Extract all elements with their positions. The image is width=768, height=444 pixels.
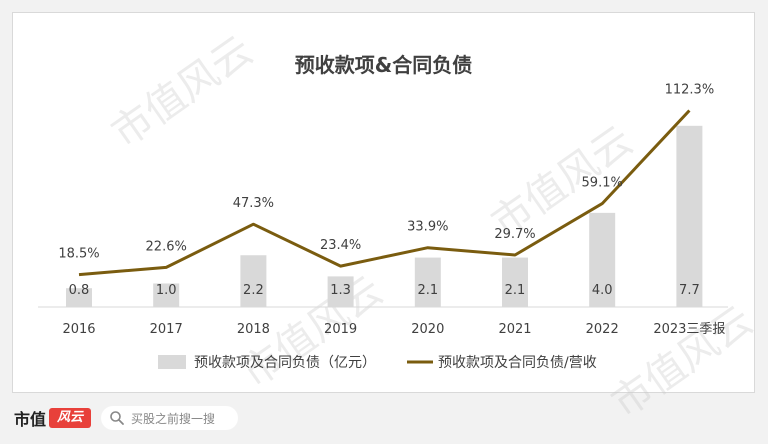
bar-label: 7.7	[679, 283, 700, 298]
legend-label-bar: 预收款项及合同负债（亿元）	[194, 355, 376, 371]
chart-svg: 0.8 1.0 2.2 1.3 2.1 2.1 4.0 7.7 18.5% 22.6% 47.3% 2…	[38, 82, 728, 371]
line-label: 33.9%	[407, 220, 448, 235]
line-label: 47.3%	[233, 196, 274, 211]
search-icon	[110, 411, 124, 425]
x-tick-label: 2017	[150, 322, 183, 337]
search-box[interactable]: 买股之前搜一搜	[101, 406, 238, 430]
bar-label: 1.3	[330, 283, 351, 298]
bar	[502, 257, 528, 307]
line-label: 22.6%	[146, 239, 187, 254]
line-label: 59.1%	[582, 176, 623, 191]
footer-bar: 市值 风云 买股之前搜一搜	[0, 396, 768, 444]
x-tick-label: 2016	[62, 322, 95, 337]
x-tick-label: 2021	[498, 322, 531, 337]
x-tick-label: 2018	[237, 322, 270, 337]
line-label: 29.7%	[494, 227, 535, 242]
bar-label: 4.0	[592, 283, 613, 298]
line-label: 23.4%	[320, 238, 361, 253]
bar	[66, 288, 92, 307]
line-label: 112.3%	[665, 82, 715, 97]
bar-label: 0.8	[69, 283, 90, 298]
ratio-line	[78, 109, 691, 277]
bar	[327, 276, 354, 307]
bar	[153, 283, 180, 307]
legend-swatch-bar	[158, 355, 186, 369]
x-tick-label: 2023三季报	[653, 322, 725, 337]
search-placeholder: 买股之前搜一搜	[131, 411, 216, 426]
x-tick-label: 2020	[411, 322, 444, 337]
bar	[240, 255, 267, 307]
chart-title: 预收款项&合同负债	[294, 53, 473, 77]
bar	[676, 125, 703, 307]
legend-label-line: 预收款项及合同负债/营收	[438, 355, 597, 371]
bar-label: 2.1	[417, 283, 438, 298]
x-tick-label: 2019	[324, 322, 357, 337]
bar-label: 2.1	[505, 283, 526, 298]
bar-label: 2.2	[243, 283, 264, 298]
bar	[414, 257, 441, 307]
brand-logo[interactable]: 市值 风云	[14, 406, 92, 430]
line-label: 18.5%	[58, 247, 99, 262]
x-tick-label: 2022	[586, 322, 619, 337]
bar	[589, 212, 616, 307]
brand-text: 市值	[14, 410, 47, 429]
brand-mark: 风云	[49, 408, 92, 428]
chart-card: 预收款项&合同负债	[12, 12, 755, 393]
bar-label: 1.0	[156, 283, 177, 298]
